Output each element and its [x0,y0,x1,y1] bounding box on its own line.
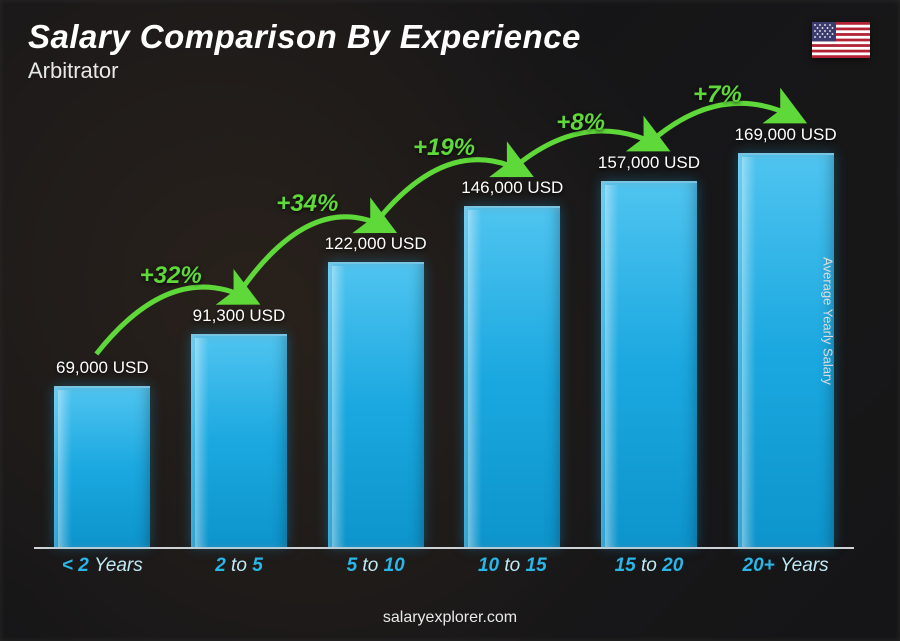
bar-rect [601,181,697,547]
bar-2: 122,000 USD [316,234,436,547]
x-label-0: < 2 Years [42,555,162,577]
x-label-2: 5 to 10 [316,555,436,577]
footer-attribution: salaryexplorer.com [0,609,900,627]
bar-0: 69,000 USD [42,358,162,547]
growth-label-2: +19% [413,134,475,162]
x-axis-line [34,547,854,549]
bar-value-label: 157,000 USD [598,153,700,173]
header: Salary Comparison By Experience Arbitrat… [28,18,581,84]
bar-rect [464,206,560,547]
us-flag-icon [812,22,870,58]
bar-rect [328,262,424,547]
growth-label-1: +34% [276,190,338,218]
bar-value-label: 169,000 USD [735,125,837,145]
x-label-3: 10 to 15 [452,555,572,577]
bar-value-label: 69,000 USD [56,358,149,378]
growth-label-4: +7% [693,81,742,109]
growth-label-0: +32% [140,262,202,290]
bar-4: 157,000 USD [589,153,709,547]
bar-1: 91,300 USD [179,306,299,547]
bar-rect [191,334,287,547]
chart-subtitle: Arbitrator [28,58,581,84]
bar-rect [54,386,150,547]
x-labels-container: < 2 Years 2 to 5 5 to 10 10 to 15 15 to 20 20… [34,555,854,577]
bar-rect [738,153,834,547]
x-label-4: 15 to 20 [589,555,709,577]
chart-title: Salary Comparison By Experience [28,18,581,56]
x-label-1: 2 to 5 [179,555,299,577]
bars-container: 69,000 USD 91,300 USD 122,000 USD 146,000 U… [34,107,854,547]
growth-label-3: +8% [556,109,605,137]
x-label-5: 20+ Years [726,555,846,577]
bar-value-label: 91,300 USD [193,306,286,326]
bar-value-label: 122,000 USD [325,234,427,254]
bar-3: 146,000 USD [452,178,572,547]
y-axis-label: Average Yearly Salary [821,257,836,385]
bar-value-label: 146,000 USD [461,178,563,198]
bar-chart: 69,000 USD 91,300 USD 122,000 USD 146,000 U… [34,107,854,577]
